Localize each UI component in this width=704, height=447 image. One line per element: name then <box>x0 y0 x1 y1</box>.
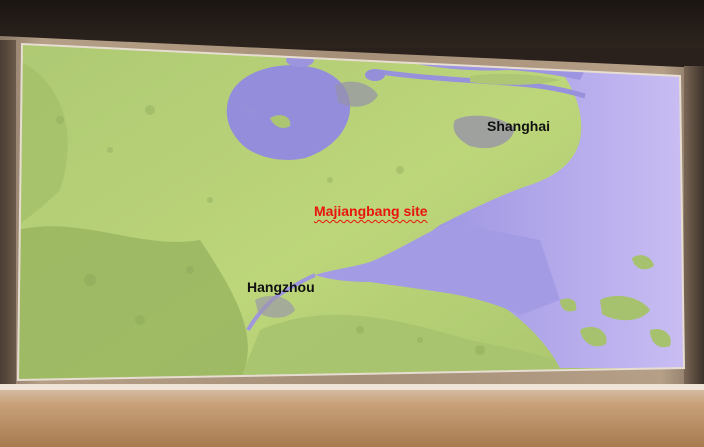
zhoushan-islands-4 <box>650 328 671 348</box>
hangzhou-bay <box>315 222 560 315</box>
lake-small-1 <box>365 69 385 81</box>
urban-suzhou <box>335 81 378 107</box>
lake-taihu-island <box>270 115 291 128</box>
zhoushan-islands-2 <box>632 255 654 270</box>
map-label-hangzhou: Hangzhou <box>247 279 315 295</box>
right-wall-edge <box>684 66 704 388</box>
floor-light-strip <box>0 384 704 390</box>
hills-southwest <box>18 226 248 380</box>
urban-hangzhou <box>255 295 295 318</box>
lake-small-2 <box>244 106 256 114</box>
east-china-sea <box>380 70 684 368</box>
lake-taihu <box>226 65 351 160</box>
urban-shanghai <box>453 115 515 149</box>
left-wall-edge <box>0 40 16 395</box>
chongming-island <box>470 73 560 85</box>
hills-south <box>18 314 600 380</box>
map-label-majiangbang-site: Majiangbang site <box>314 203 428 219</box>
zhoushan-islands-5 <box>560 298 577 312</box>
screen-bezel <box>16 42 686 382</box>
zhoushan-islands-1 <box>600 295 650 321</box>
hills-west <box>18 60 68 225</box>
map-label-shanghai: Shanghai <box>487 118 551 134</box>
ceiling <box>0 0 704 48</box>
floor <box>0 384 704 447</box>
zhoushan-islands-3 <box>580 326 607 347</box>
